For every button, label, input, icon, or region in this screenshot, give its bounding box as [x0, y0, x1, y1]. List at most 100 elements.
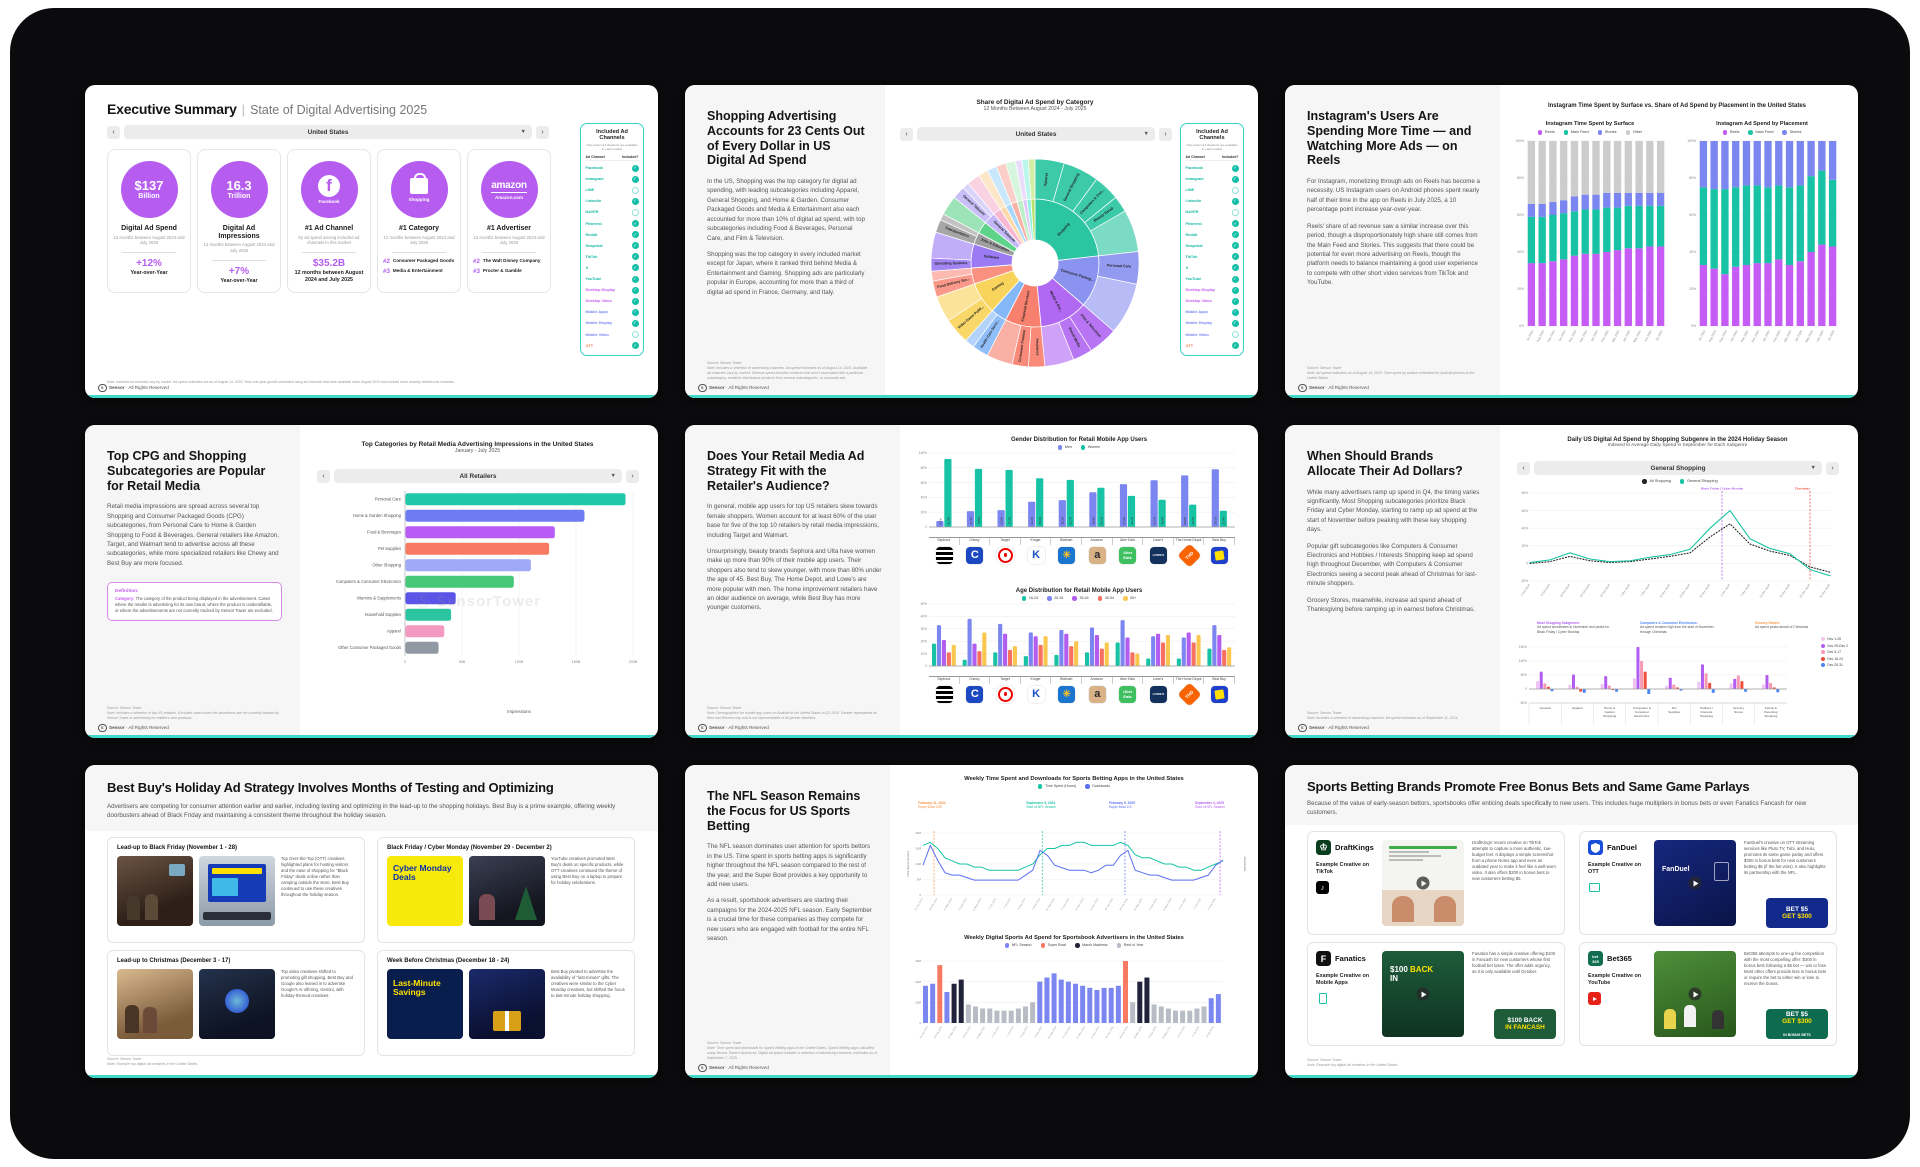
svg-text:Gaming: Gaming [991, 281, 1004, 292]
prev-button[interactable]: ‹ [1517, 461, 1530, 475]
channel-row: Facebook ✓ [1186, 163, 1239, 174]
channel-name: Reddit [585, 232, 598, 237]
svg-text:22.8%: 22.8% [1000, 516, 1004, 524]
date-range-legend: Nov 1-28 Nov 29-Dec 2 Dec 3-17 Dec 18-24 Dec… [1821, 637, 1848, 670]
stat-heading: #1 Advertiser [486, 225, 532, 232]
svg-text:Supplies: Supplies [1668, 710, 1680, 714]
check-icon: ✓ [1231, 220, 1239, 228]
channel-name: LINE [1185, 188, 1195, 193]
creative-thumbnail[interactable]: FanDuel [1654, 840, 1736, 926]
svg-text:1 Sep 2024: 1 Sep 2024 [1034, 1025, 1044, 1038]
channel-row: Pinterest ✓ [1186, 218, 1239, 229]
gender-chart-block: Gender Distribution for Retail Mobile Ap… [913, 437, 1245, 568]
check-icon: ✓ [631, 275, 639, 283]
panel-body: Best Buy pivoted to advertise the availa… [551, 969, 625, 999]
chevron-down-icon: ▼ [520, 129, 526, 135]
check-icon: ✓ [1231, 253, 1239, 261]
channel-row: Mobile Apps ✓ [586, 307, 639, 318]
svg-text:25 Dec 2024: 25 Dec 2024 [1798, 583, 1811, 599]
stat-card: amazon Amazon.com #1 Advertiser 12 months b… [467, 149, 551, 293]
channel-name: YouTube [1185, 277, 1202, 282]
legend-item: March Madness [1075, 943, 1108, 948]
chart-subtitle: January - July 2025 [454, 448, 501, 454]
svg-text:Aug 2024: Aug 2024 [1707, 329, 1717, 343]
intro: Because of the value of early-season bet… [1307, 800, 1807, 817]
retailer-name: Uber Eats [1113, 537, 1144, 545]
svg-text:13 Apr 2025: 13 Apr 2025 [1148, 1025, 1158, 1039]
check-icon: ✓ [1231, 175, 1239, 183]
channel-name: Facebook [1185, 166, 1204, 171]
logo-cell [929, 546, 960, 564]
svg-text:Hobbies /: Hobbies / [1700, 706, 1713, 710]
retailer-name: Kroger [1021, 537, 1052, 545]
bestbuy-logo [1211, 685, 1229, 703]
retailer-name: Chewy [960, 676, 991, 684]
creative-thumbnail[interactable] [1654, 951, 1736, 1037]
channel-row: Desktop Video ✓ [1186, 296, 1239, 307]
circle-value: $137 [134, 178, 164, 194]
svg-text:40%: 40% [1517, 250, 1524, 254]
channel-name: Facebook [585, 166, 604, 171]
brand-cards: ♔ DraftKings Example Creative on TikTok ♪ Dr… [1307, 831, 1837, 1046]
play-button-icon[interactable] [1688, 876, 1702, 890]
channel-row: Instagram ✓ [1186, 174, 1239, 185]
circle-unit: Billion [138, 192, 160, 200]
logo-cell: ✳ [1051, 546, 1082, 564]
svg-text:8 Jun 2025: 8 Jun 2025 [1177, 1025, 1186, 1038]
brand-card: bet 365 Bet365 Example Creative on YouTube B… [1579, 942, 1837, 1046]
market-dropdown[interactable]: United States ▼ [124, 125, 532, 139]
channel-name: LinkedIn [585, 199, 602, 204]
svg-text:Downloads: Downloads [1243, 857, 1247, 872]
svg-text:Computers & Consumer Electroni: Computers & Consumer Electronics [336, 579, 401, 584]
logo-cell [990, 685, 1021, 703]
svg-text:40%: 40% [1689, 250, 1696, 254]
kroger-logo: K [1027, 546, 1045, 564]
market-dropdown[interactable]: United States ▼ [917, 127, 1155, 141]
prev-market-button[interactable]: ‹ [107, 125, 120, 139]
svg-text:19 Dec 2024: 19 Dec 2024 [1778, 583, 1791, 599]
channel-row: LinkedIn ✓ [1186, 196, 1239, 207]
draftkings-icon: ♔ [1316, 840, 1331, 855]
play-button-icon[interactable] [1688, 987, 1702, 1001]
channel-name: TikTok [1185, 254, 1198, 259]
stat-card: Shopping #1 Category 12 months between Aug… [377, 149, 461, 293]
svg-text:Feb 2025: Feb 2025 [1772, 329, 1782, 342]
page-title: Executive Summary [107, 101, 237, 117]
kroger-logo: K [1027, 685, 1045, 703]
prev-button[interactable]: ‹ [317, 469, 330, 483]
svg-text:Grocery: Grocery [1733, 706, 1744, 710]
circle-caption: Shopping [408, 196, 430, 202]
svg-text:Apparel: Apparel [1043, 173, 1049, 187]
next-button[interactable]: › [1826, 461, 1839, 475]
svg-text:17 Mar 2024: 17 Mar 2024 [947, 1025, 957, 1039]
logo-cell: K [1021, 546, 1052, 564]
amazon-logo: a [1088, 685, 1106, 703]
next-button[interactable]: › [626, 469, 639, 483]
logo-cell: Uber Eats [1113, 546, 1144, 564]
creative-thumbnail[interactable] [1382, 840, 1464, 926]
creative-thumbnail[interactable]: $100 BACK IN [1382, 951, 1464, 1037]
subgenre-dropdown[interactable]: General Shopping ▼ [1534, 461, 1822, 475]
svg-text:60%: 60% [921, 480, 928, 484]
next-market-button[interactable]: › [1159, 127, 1172, 141]
play-button-icon[interactable] [1416, 876, 1430, 890]
play-button-icon[interactable] [1416, 987, 1430, 1001]
legend-dot [1021, 596, 1027, 601]
prev-market-button[interactable]: ‹ [900, 127, 913, 141]
photo-kitchen [117, 969, 193, 1039]
svg-text:25 Nov 2024: 25 Nov 2024 [1698, 583, 1711, 599]
channel-name: Mobile Apps [585, 310, 608, 315]
svg-text:16 Feb 2025: 16 Feb 2025 [1119, 897, 1129, 911]
source-note: Source: Sensor Tower Note: Example top di… [1307, 1057, 1399, 1067]
channel-row: Snapchat ✓ [586, 240, 639, 251]
logo-cell [1204, 546, 1235, 564]
channel-row: LINE [1186, 185, 1239, 196]
check-icon: ✓ [1231, 275, 1239, 283]
next-market-button[interactable]: › [536, 125, 549, 139]
svg-text:Garden: Garden [1604, 710, 1615, 714]
retailer-dropdown[interactable]: All Retailers ▼ [334, 469, 622, 483]
unchecked-icon [1231, 208, 1239, 216]
svg-text:Family &: Family & [1765, 706, 1778, 710]
slide-footer: S Sensor · All Rights Reserved [98, 383, 169, 392]
brand-column: ♔ DraftKings Example Creative on TikTok ♪ [1316, 840, 1376, 895]
